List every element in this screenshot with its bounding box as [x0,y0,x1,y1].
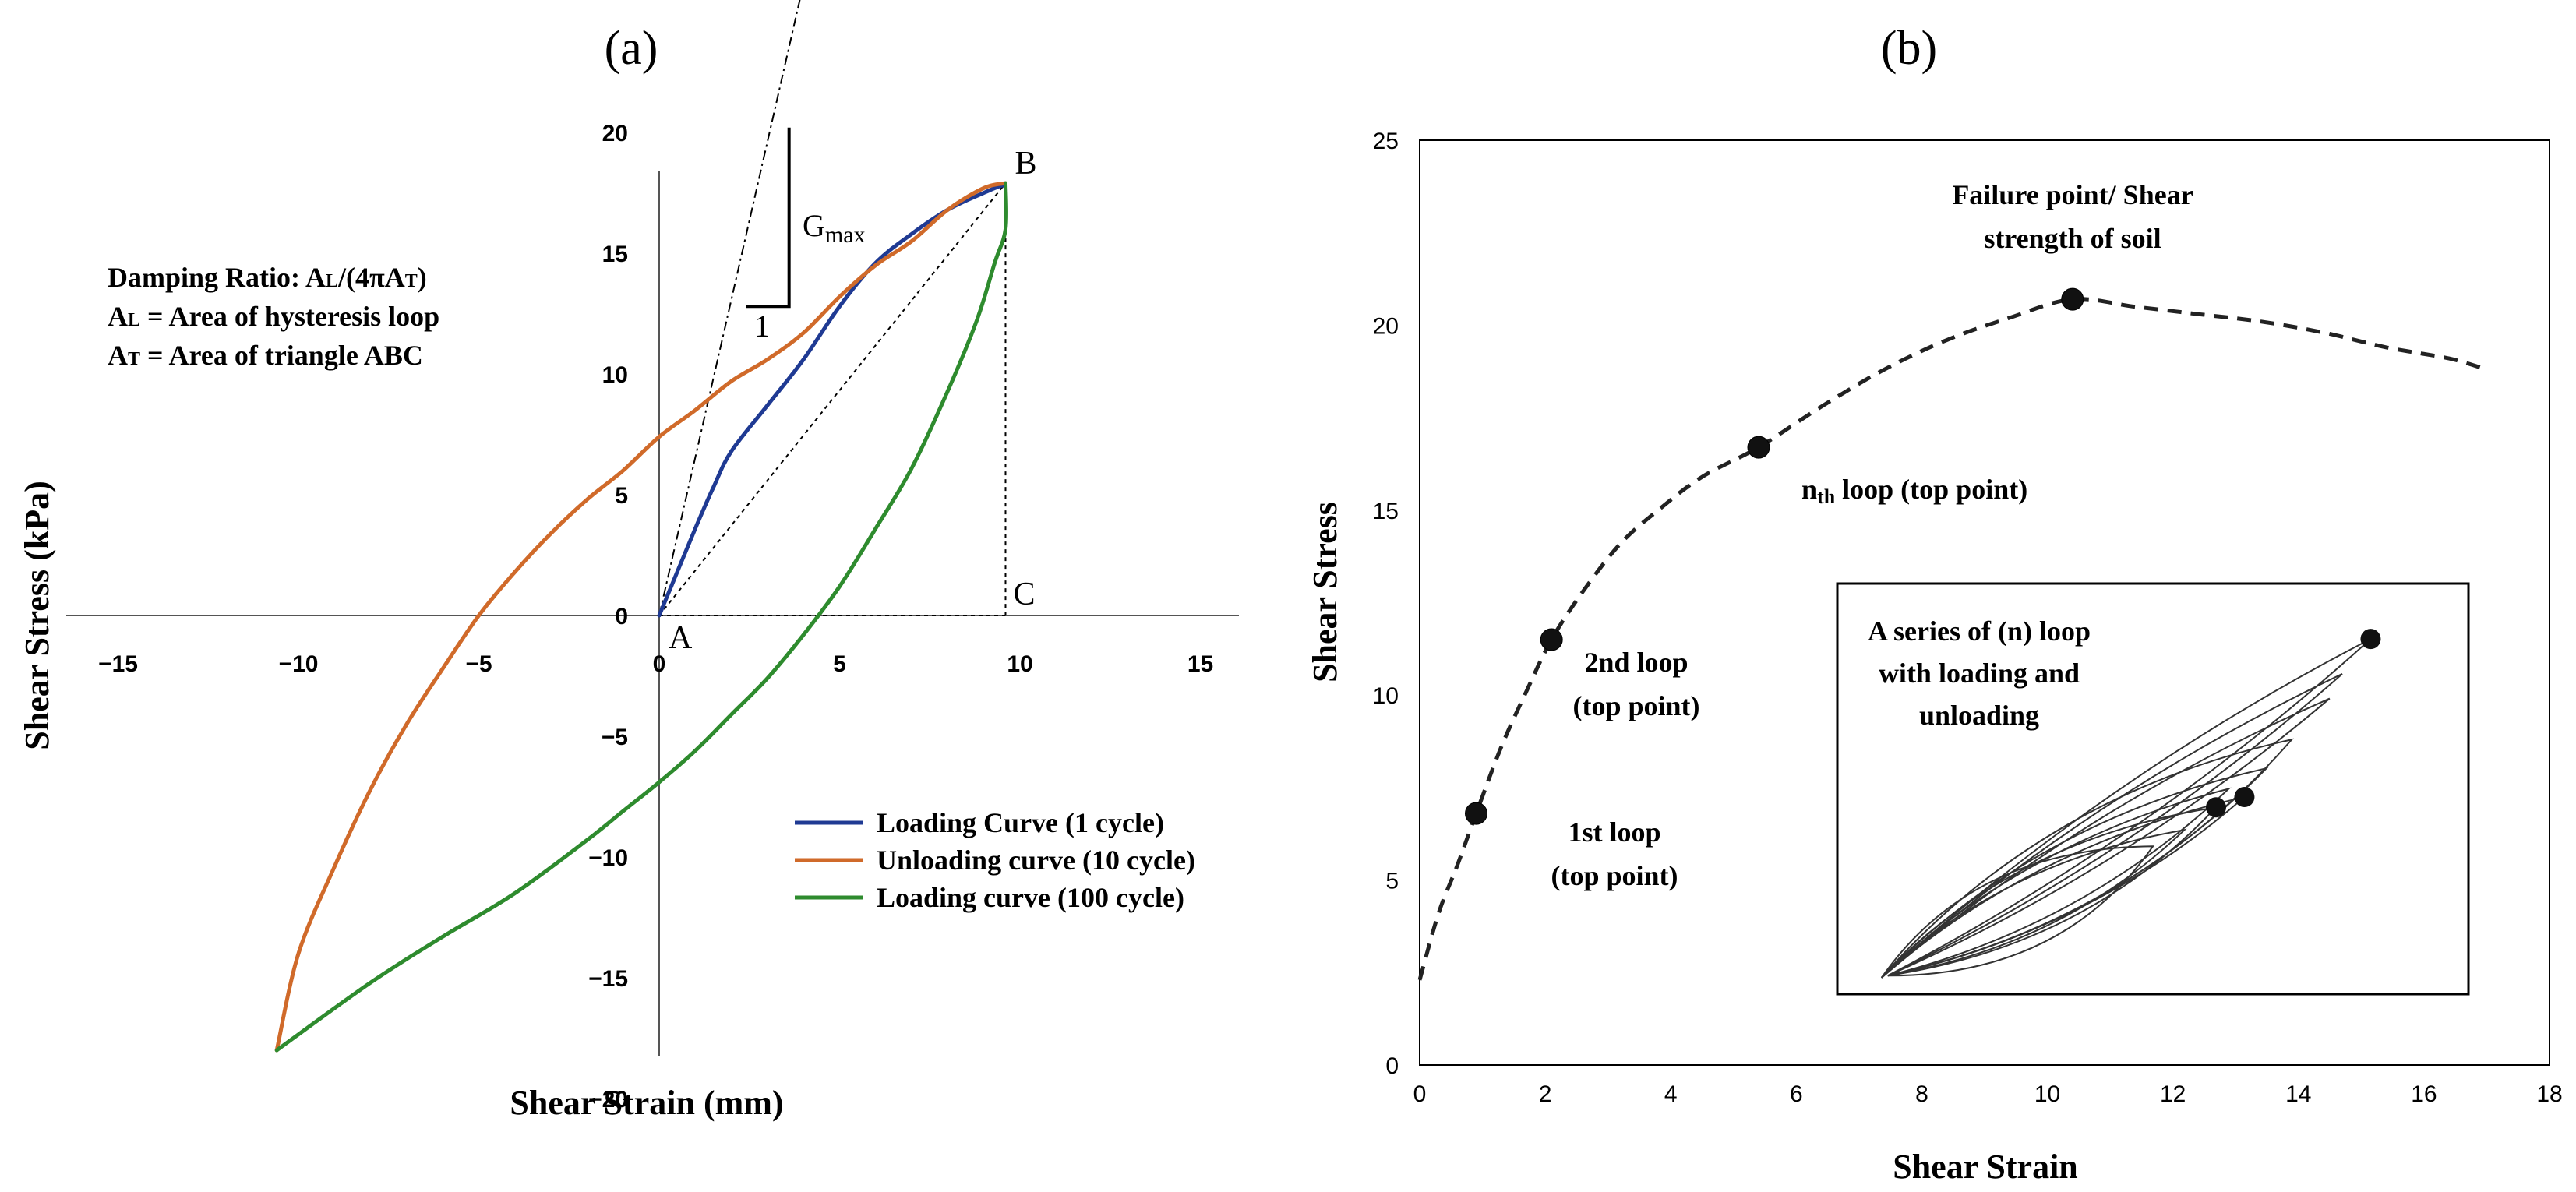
y-tick-label: −15 [588,966,628,992]
x-tick-label: 16 [2411,1081,2437,1107]
area-triangle-text: AT = Area of triangle ABC [108,340,423,371]
secant-AB-line [658,182,1007,616]
Gmax-tangent-line [658,0,801,616]
y-tick-label: −5 [602,725,628,750]
x-tick-labels-b: 0 2 4 6 8 10 12 14 16 18 [1413,1081,2563,1107]
legend-label: Loading Curve (1 cycle) [877,807,1164,838]
reference-lines-a [658,0,1007,616]
x-tick-label: 0 [653,651,666,677]
y-tick-label: −20 [588,1087,628,1113]
y-tick-label: 25 [1373,129,1399,154]
inset-marker [2234,787,2255,808]
point-label-A: A [669,620,693,656]
y-axis-title-a: Shear Stress (kPa) [18,481,56,750]
x-tick-label: 10 [2034,1081,2060,1107]
inset-box: A series of (n) loop with loading and un… [1836,582,2470,996]
inset-marker [2360,629,2381,650]
top-point-marker [2061,287,2084,311]
x-tick-label: 18 [2536,1081,2562,1107]
series-top-points-envelope [1417,297,2488,981]
inset-marker [2206,797,2226,818]
panel-b: (b) 0 2 4 6 8 10 12 14 16 18 0 5 10 15 20 25 Failure p… [1306,22,2563,1186]
x-tick-label: 10 [1007,651,1032,677]
y-tick-label: 5 [615,483,628,509]
point-label-C: C [1013,577,1035,612]
y-tick-labels-b: 0 5 10 15 20 25 [1373,129,1399,1079]
legend-a: Loading Curve (1 cycle) Unloading curve (… [795,807,1195,913]
inset-loop [1881,787,2232,979]
damping-ratio-text: Damping Ratio: AL/(4πAT) [108,262,427,293]
x-tick-label: −5 [465,651,492,677]
x-tick-label: 12 [2160,1081,2186,1107]
top-point-marker [1540,628,1563,651]
nth-loop-annotation: nth loop (top point) [1801,474,2027,508]
top-point-marker [1465,802,1487,825]
x-tick-label: 8 [1915,1081,1928,1107]
failure-annotation-line1: Failure point/ Shear [1952,179,2193,210]
series-loading-curve-1-cycle [657,183,1007,618]
x-tick-labels-a: −15 −10 −5 0 5 10 15 [98,651,1213,677]
first-loop-annotation-line2: (top point) [1551,860,1678,891]
legend-label: Unloading curve (10 cycle) [877,845,1195,876]
x-axis-title-b: Shear Strain [1893,1148,2078,1186]
x-tick-label: 14 [2285,1081,2311,1107]
slope-triangle [746,127,791,309]
x-tick-label: 2 [1539,1081,1552,1107]
slope-one-label: 1 [754,309,770,344]
x-axis-title-a: Shear Strain (mm) [510,1084,783,1122]
second-loop-annotation-line2: (top point) [1572,690,1699,721]
inset-markers [2206,629,2381,818]
point-label-B: B [1015,146,1036,182]
curves-b [1417,297,2488,981]
y-tick-label: 15 [602,242,628,267]
panel-b-label: (b) [1881,22,1937,75]
gmax-label: Gmax [803,208,866,248]
inset-loop [1881,697,2331,979]
inset-title-line1: A series of (n) loop [1868,615,2091,647]
inset-loop [1881,828,2187,979]
y-tick-label: 15 [1373,499,1399,524]
y-tick-label: 0 [1385,1053,1399,1079]
area-loop-text: AL = Area of hysteresis loop [108,301,439,332]
inset-loop [1880,767,2269,979]
panel-a: (a) −15 −10 −5 0 5 10 15 −20 −15 −10 −5 0 5 10 15 20 A… [18,0,1239,1122]
second-loop-annotation-line1: 2nd loop [1584,647,1688,678]
x-tick-label: −10 [279,651,319,677]
failure-annotation-line2: strength of soil [1984,223,2161,254]
x-tick-label: 5 [833,651,846,677]
inset-title-line3: unloading [1919,700,2039,731]
y-tick-label: 5 [1385,869,1399,894]
panel-a-label: (a) [605,22,658,75]
y-tick-label: 0 [615,604,628,630]
curves-a [274,181,1009,1053]
top-point-marker [1747,436,1770,459]
inset-title-line2: with loading and [1879,658,2080,689]
inset-loop [1881,673,2343,979]
x-tick-label: 15 [1187,651,1213,677]
series-loading-curve-100-cycle [274,181,1009,1053]
x-tick-label: 4 [1664,1081,1678,1107]
y-tick-label: 20 [602,121,628,146]
y-tick-label: 10 [1373,683,1399,709]
series-unloading-curve-10-cycle [274,181,1007,1053]
y-tick-label: 20 [1373,313,1399,339]
point-labels-a: A B C [669,146,1036,656]
x-tick-label: 6 [1790,1081,1803,1107]
markers-b [1465,287,2084,825]
y-axis-title-b: Shear Stress [1306,502,1344,682]
x-tick-label: 0 [1413,1081,1427,1107]
y-tick-label: −10 [588,845,628,871]
legend-label: Loading curve (100 cycle) [877,882,1184,913]
x-tick-label: −15 [98,651,138,677]
inset-loop [1880,845,2154,979]
y-tick-labels-a: −20 −15 −10 −5 0 5 10 15 20 [588,121,628,1113]
y-tick-label: 10 [602,362,628,388]
plot-frame-b [1419,139,2550,1066]
first-loop-annotation-line1: 1st loop [1568,816,1660,848]
